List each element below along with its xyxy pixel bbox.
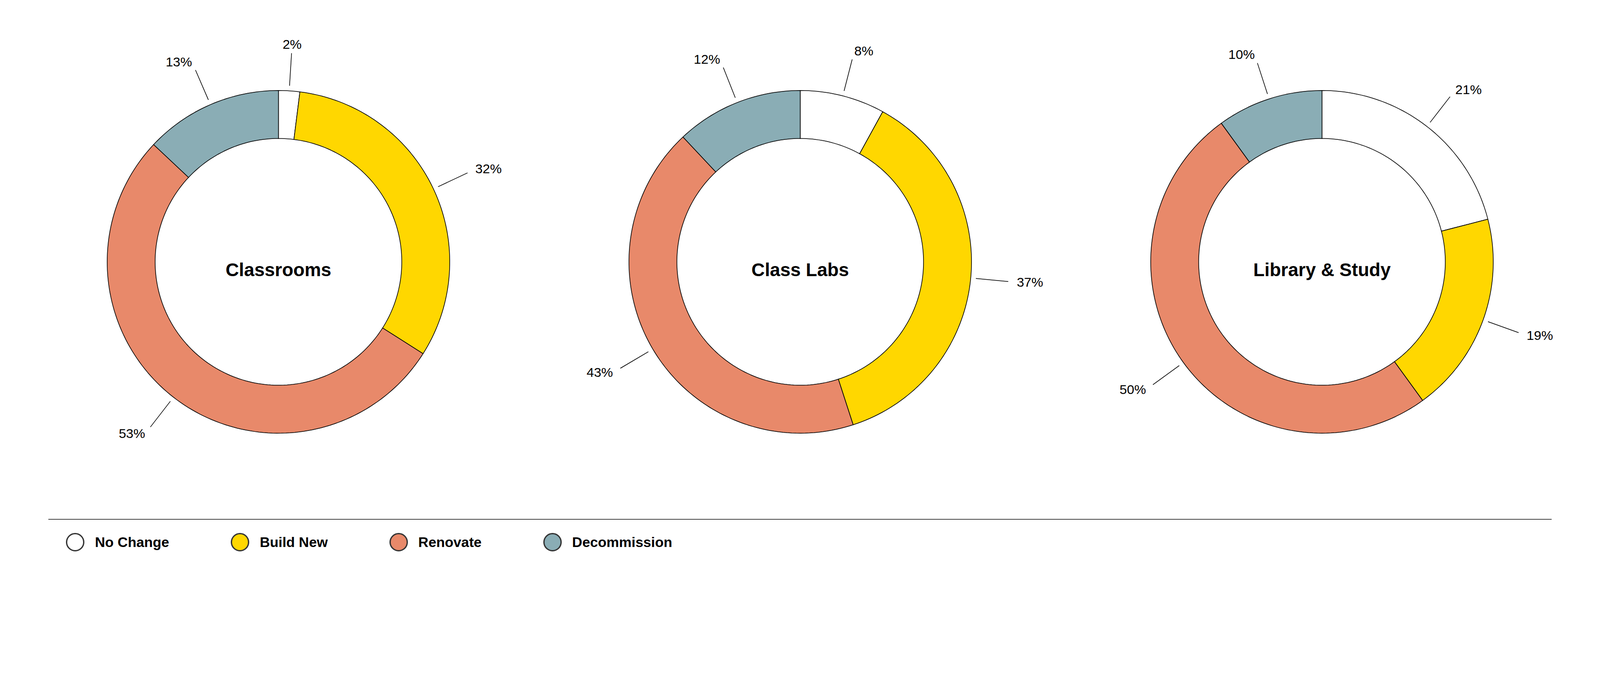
svg-text:19%: 19% xyxy=(1526,327,1553,343)
svg-text:2%: 2% xyxy=(282,36,302,52)
svg-text:Class Labs: Class Labs xyxy=(751,259,850,280)
html-text:Decommission: Decommission xyxy=(572,533,673,550)
svg-text:37%: 37% xyxy=(1016,274,1044,290)
svg-text:13%: 13% xyxy=(165,54,193,70)
svg-text:32%: 32% xyxy=(475,161,502,176)
html-text:Build New: Build New xyxy=(259,533,328,550)
svg-text:Library & Study: Library & Study xyxy=(1253,259,1391,280)
svg-text:50%: 50% xyxy=(1119,381,1146,397)
svg-text:21%: 21% xyxy=(1454,82,1482,97)
html-text:Renovate: Renovate xyxy=(418,533,482,550)
svg-text:12%: 12% xyxy=(693,51,720,67)
svg-text:8%: 8% xyxy=(854,43,874,59)
html-text:No Change: No Change xyxy=(94,533,170,550)
svg-text:43%: 43% xyxy=(586,364,613,380)
svg-text:53%: 53% xyxy=(118,425,146,441)
svg-text:Classrooms: Classrooms xyxy=(225,259,332,280)
svg-text:10%: 10% xyxy=(1228,47,1255,62)
